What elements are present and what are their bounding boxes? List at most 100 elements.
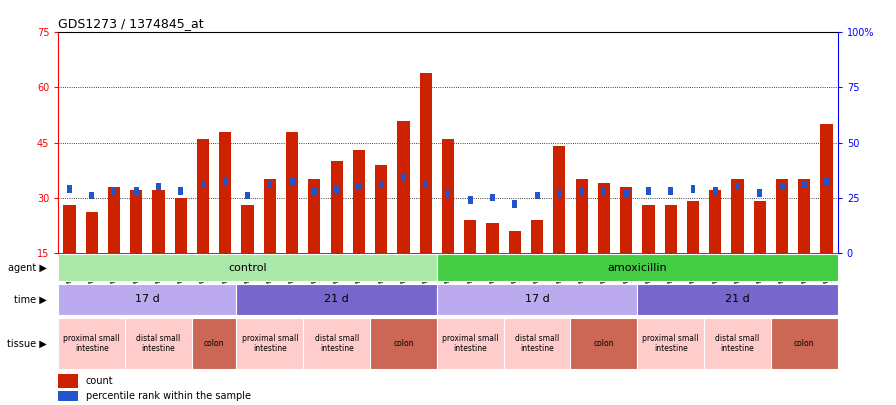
Bar xyxy=(637,284,838,315)
Bar xyxy=(490,194,495,201)
Bar xyxy=(379,181,383,188)
Bar xyxy=(90,192,94,199)
Bar xyxy=(308,179,321,253)
Text: colon: colon xyxy=(204,339,224,348)
Text: percentile rank within the sample: percentile rank within the sample xyxy=(85,391,251,401)
Bar xyxy=(237,284,437,315)
Bar xyxy=(598,183,610,253)
Text: tissue ▶: tissue ▶ xyxy=(7,339,47,349)
Bar xyxy=(691,185,695,193)
Bar xyxy=(531,220,543,253)
Bar xyxy=(668,187,673,195)
Bar xyxy=(353,150,365,253)
Bar xyxy=(437,284,637,315)
Bar xyxy=(58,254,437,281)
Bar xyxy=(108,187,120,253)
Bar xyxy=(780,183,785,190)
Bar xyxy=(201,181,205,188)
Bar xyxy=(557,190,562,197)
Bar xyxy=(487,223,499,253)
Bar xyxy=(331,161,343,253)
Bar xyxy=(735,183,740,190)
Bar xyxy=(58,284,237,315)
Bar xyxy=(267,181,272,188)
Bar xyxy=(802,181,806,188)
Bar xyxy=(401,174,406,181)
Bar xyxy=(246,192,250,199)
Bar xyxy=(824,178,829,186)
Text: colon: colon xyxy=(393,339,414,348)
Bar xyxy=(709,190,721,253)
Bar xyxy=(646,187,650,195)
Text: time ▶: time ▶ xyxy=(13,294,47,304)
Bar xyxy=(397,121,409,253)
Bar xyxy=(197,139,209,253)
Bar xyxy=(423,181,428,188)
Bar xyxy=(509,231,521,253)
Bar xyxy=(263,179,276,253)
Text: amoxicillin: amoxicillin xyxy=(607,262,668,273)
Bar xyxy=(178,187,183,195)
Bar xyxy=(334,185,339,193)
Text: proximal small
intestine: proximal small intestine xyxy=(442,334,498,354)
Text: 21 d: 21 d xyxy=(725,294,750,304)
Bar xyxy=(125,318,192,369)
Bar xyxy=(286,132,298,253)
Text: 21 d: 21 d xyxy=(324,294,349,304)
Bar xyxy=(289,178,295,186)
Bar xyxy=(370,318,437,369)
Bar xyxy=(704,318,771,369)
Text: proximal small
intestine: proximal small intestine xyxy=(64,334,120,354)
Bar xyxy=(504,318,571,369)
Bar xyxy=(58,374,78,388)
Bar xyxy=(67,185,72,193)
Bar xyxy=(442,139,454,253)
Bar xyxy=(731,179,744,253)
Bar xyxy=(85,212,98,253)
Bar xyxy=(437,318,504,369)
Text: proximal small
intestine: proximal small intestine xyxy=(242,334,298,354)
Text: distal small
intestine: distal small intestine xyxy=(515,334,559,354)
Bar xyxy=(130,190,142,253)
Bar xyxy=(464,220,477,253)
Bar xyxy=(64,205,75,253)
Text: distal small
intestine: distal small intestine xyxy=(715,334,760,354)
Bar xyxy=(375,164,387,253)
Bar xyxy=(637,318,704,369)
Bar xyxy=(303,318,370,369)
Bar xyxy=(156,183,161,190)
Text: count: count xyxy=(85,376,113,386)
Bar xyxy=(223,178,228,186)
Bar xyxy=(687,201,699,253)
Bar xyxy=(468,196,473,204)
Text: agent ▶: agent ▶ xyxy=(8,262,47,273)
Bar xyxy=(237,318,303,369)
Bar xyxy=(437,254,838,281)
Bar xyxy=(111,187,116,195)
Text: control: control xyxy=(228,262,267,273)
Text: colon: colon xyxy=(794,339,814,348)
Bar xyxy=(713,187,718,195)
Bar xyxy=(579,187,584,195)
Text: GDS1273 / 1374845_at: GDS1273 / 1374845_at xyxy=(58,17,204,30)
Bar xyxy=(58,390,78,401)
Bar xyxy=(798,179,811,253)
Text: 17 d: 17 d xyxy=(135,294,159,304)
Text: colon: colon xyxy=(594,339,614,348)
Text: distal small
intestine: distal small intestine xyxy=(314,334,358,354)
Bar xyxy=(419,73,432,253)
Text: distal small
intestine: distal small intestine xyxy=(136,334,181,354)
Bar xyxy=(553,146,565,253)
Bar xyxy=(620,187,633,253)
Text: proximal small
intestine: proximal small intestine xyxy=(642,334,699,354)
Bar xyxy=(312,187,317,195)
Bar xyxy=(513,200,517,208)
Bar xyxy=(58,318,125,369)
Bar xyxy=(192,318,237,369)
Bar xyxy=(134,187,139,195)
Bar xyxy=(601,187,607,195)
Bar xyxy=(665,205,676,253)
Text: 17 d: 17 d xyxy=(525,294,549,304)
Bar xyxy=(642,205,655,253)
Bar xyxy=(535,192,539,199)
